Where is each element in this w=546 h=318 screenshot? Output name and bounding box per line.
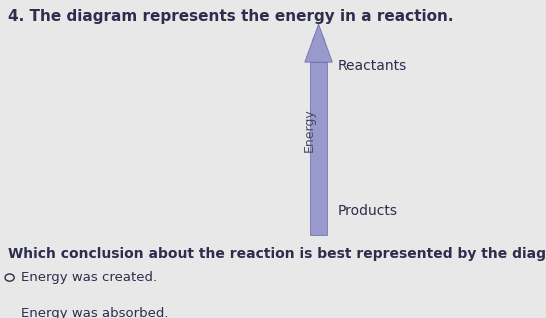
Text: Energy was created.: Energy was created. [21,271,157,284]
Text: 4. The diagram represents the energy in a reaction.: 4. The diagram represents the energy in … [8,9,453,24]
Text: Energy: Energy [302,108,316,152]
Text: Reactants: Reactants [338,59,407,73]
Bar [310,62,327,235]
Text: Products: Products [338,204,397,218]
Polygon shape [305,24,333,62]
Text: Energy was absorbed.: Energy was absorbed. [21,307,169,318]
Text: Which conclusion about the reaction is best represented by the diagram?: Which conclusion about the reaction is b… [8,247,546,261]
